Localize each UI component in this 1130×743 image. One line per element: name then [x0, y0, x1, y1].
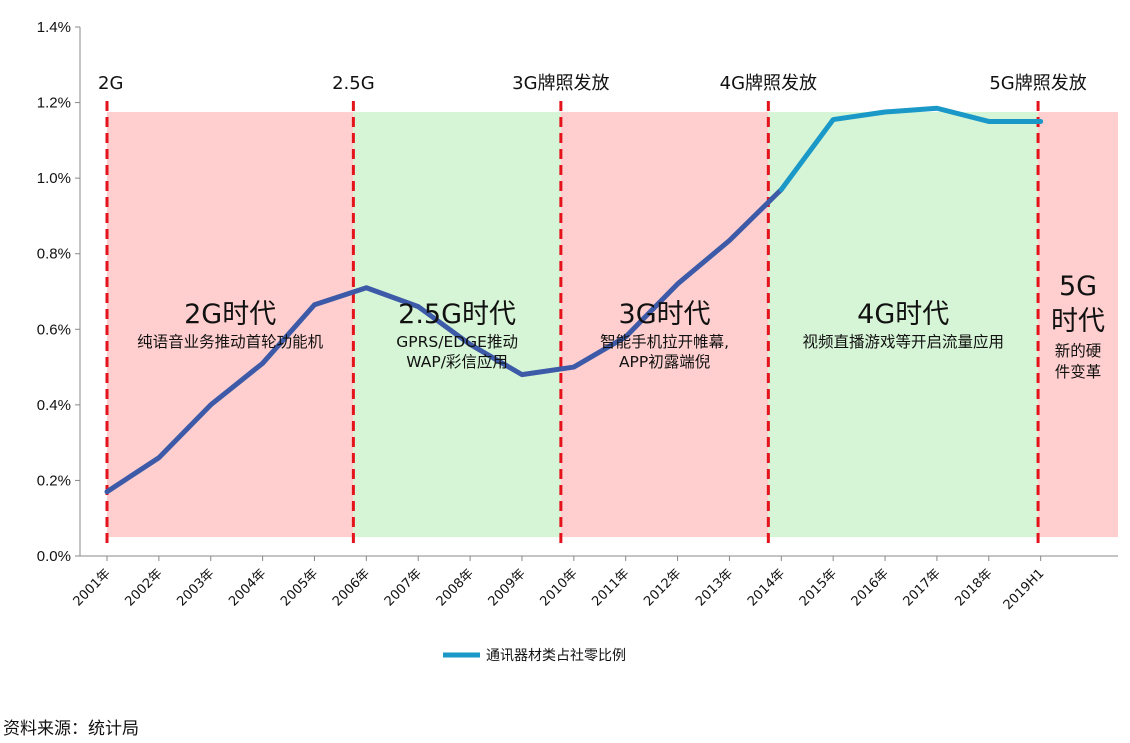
x-tick-label: 2003年	[174, 566, 217, 609]
x-tick-label: 2016年	[849, 566, 892, 609]
era-desc: APP初露端倪	[619, 353, 710, 371]
y-tick-label: 0.8%	[37, 246, 71, 263]
y-axis: 0.0% 0.2% 0.4% 0.6% 0.8% 1.0% 1.2% 1.4%	[37, 19, 81, 565]
milestone-label: 3G牌照发放	[512, 73, 609, 94]
x-tick-label: 2004年	[226, 566, 269, 609]
era-title: 2G时代	[184, 299, 276, 330]
era-band-4	[768, 112, 1039, 538]
y-tick-label: 0.6%	[37, 321, 71, 338]
x-tick-label: 2018年	[952, 566, 995, 609]
milestone-label: 5G牌照发放	[989, 73, 1086, 94]
legend: 通讯器材类占社零比例	[443, 648, 626, 664]
x-tick-label: 2015年	[797, 566, 840, 609]
era-desc: 智能手机拉开帷幕,	[600, 333, 729, 351]
x-tick-label: 2014年	[745, 566, 788, 609]
legend-label: 通讯器材类占社零比例	[486, 648, 626, 664]
era-desc: GPRS/EDGE推动	[396, 333, 518, 351]
y-tick-label: 0.2%	[37, 472, 71, 489]
era-dividers	[105, 101, 1040, 548]
x-tick-label: 2019H1	[1001, 566, 1048, 613]
era-desc: 视频直播游戏等开启流量应用	[802, 332, 1004, 351]
x-tick-label: 2010年	[537, 566, 580, 609]
x-tick-label: 2011年	[589, 566, 632, 609]
y-tick-label: 1.0%	[37, 170, 71, 187]
era-desc: 件变革	[1055, 363, 1102, 381]
era-title: 2.5G时代	[398, 299, 516, 330]
source-note: 资料来源：统计局	[3, 719, 139, 739]
milestone-label: 2G	[98, 73, 123, 94]
y-tick-label: 1.2%	[37, 95, 71, 112]
era-title: 4G时代	[857, 299, 949, 330]
era-band-5	[1038, 112, 1118, 538]
x-tick-label: 2008年	[434, 566, 477, 609]
era-title: 3G时代	[619, 299, 711, 330]
y-tick-label: 0.4%	[37, 397, 71, 414]
era-band-3	[560, 112, 769, 538]
x-tick-label: 2013年	[693, 566, 736, 609]
milestone-label: 4G牌照发放	[720, 73, 817, 94]
milestone-label: 2.5G	[332, 73, 375, 94]
era-title: 时代	[1051, 306, 1105, 337]
y-tick-label: 0.0%	[37, 548, 71, 565]
era-desc: WAP/彩信应用	[406, 352, 508, 371]
series-lines	[104, 105, 1044, 495]
x-tick-label: 2006年	[330, 566, 373, 609]
series-line-early	[104, 186, 784, 495]
milestone-labels: 2G 2.5G 3G牌照发放 4G牌照发放 5G牌照发放	[98, 73, 1087, 94]
x-tick-label: 2005年	[278, 566, 321, 609]
x-tick-label: 2009年	[486, 566, 529, 609]
x-tick-label: 2001年	[71, 566, 114, 609]
era-band-2	[353, 112, 561, 538]
era-desc: 新的硬	[1055, 342, 1102, 360]
era-bands	[107, 112, 1118, 538]
series-line-late	[778, 105, 1044, 192]
x-axis: 2001年 2002年 2003年 2004年 2005年 2006年 2007年 2008年…	[71, 555, 1118, 613]
era-desc: 纯语音业务推动首轮功能机	[137, 333, 324, 351]
x-tick-label: 2002年	[122, 566, 165, 609]
y-tick-label: 1.4%	[37, 19, 71, 36]
x-tick-label: 2017年	[901, 566, 944, 609]
x-tick-label: 2007年	[382, 566, 425, 609]
era-title: 5G	[1059, 271, 1097, 302]
x-tick-label: 2012年	[641, 566, 684, 609]
